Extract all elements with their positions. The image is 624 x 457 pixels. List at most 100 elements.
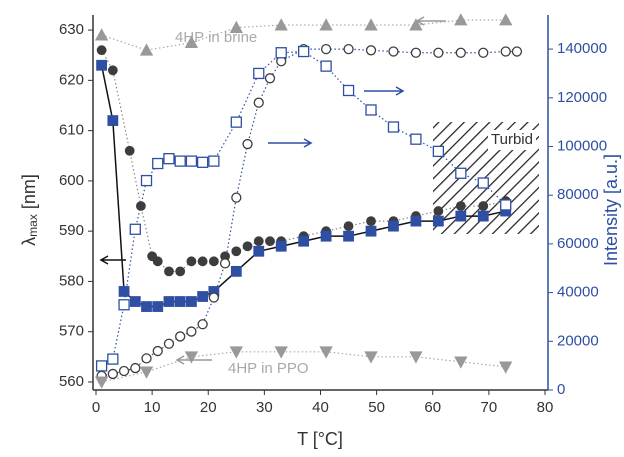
- point: [118, 286, 130, 297]
- annotation: Turbid: [491, 131, 533, 148]
- point: [320, 43, 332, 55]
- point: [107, 368, 118, 380]
- point: [455, 201, 466, 211]
- point: [365, 45, 377, 56]
- y2-axis-label: Intensity [a.u.]: [601, 154, 621, 266]
- point: [499, 361, 513, 374]
- point: [135, 201, 146, 211]
- point: [298, 45, 310, 58]
- point: [118, 299, 130, 311]
- point: [478, 201, 489, 211]
- point: [231, 192, 242, 203]
- x-tick-label: 60: [424, 399, 441, 416]
- point: [96, 45, 107, 56]
- y2-tick-label: 0: [557, 381, 565, 398]
- x-tick-label: 80: [537, 399, 554, 416]
- point: [343, 221, 354, 232]
- point: [186, 326, 197, 337]
- point: [163, 153, 175, 165]
- point: [152, 345, 163, 357]
- point: [152, 157, 164, 170]
- point: [231, 246, 242, 257]
- y-tick-label: 580: [59, 272, 84, 289]
- y2-tick-label: 100000: [557, 137, 607, 154]
- point: [343, 230, 354, 242]
- point: [342, 84, 355, 97]
- point: [511, 46, 523, 57]
- point: [229, 346, 243, 359]
- point: [455, 47, 466, 58]
- point: [139, 43, 154, 56]
- annotation: 4HP in PPO: [228, 360, 309, 377]
- point: [265, 236, 275, 247]
- point: [118, 365, 130, 377]
- x-tick-label: 10: [144, 399, 161, 416]
- point: [499, 13, 513, 26]
- x-tick-label: 20: [200, 399, 217, 416]
- point: [410, 47, 422, 58]
- point: [365, 225, 377, 237]
- y2-tick-label: 140000: [557, 40, 607, 57]
- point: [175, 331, 186, 342]
- point: [163, 296, 175, 307]
- point: [264, 73, 276, 84]
- point: [229, 20, 243, 33]
- point: [130, 362, 141, 374]
- point: [230, 116, 242, 128]
- point: [365, 104, 377, 116]
- point: [454, 13, 468, 26]
- point: [197, 256, 208, 267]
- point: [164, 266, 174, 277]
- point: [186, 256, 197, 267]
- point: [433, 206, 444, 216]
- y-label-sub: max: [26, 214, 40, 237]
- point: [388, 220, 399, 232]
- point: [387, 121, 400, 133]
- point: [96, 59, 108, 71]
- point: [320, 230, 332, 242]
- x-tick-label: 30: [256, 399, 273, 416]
- y2-tick-label: 120000: [557, 89, 607, 106]
- point: [409, 18, 423, 31]
- point: [129, 223, 141, 235]
- series-line: [101, 351, 506, 383]
- point: [433, 47, 444, 58]
- point: [174, 155, 186, 167]
- y-tick-label: 620: [59, 71, 84, 88]
- point: [455, 210, 467, 222]
- point: [141, 301, 152, 312]
- point: [186, 296, 197, 307]
- point: [184, 351, 199, 364]
- y-tick-label: 600: [59, 172, 84, 189]
- y2-tick-label: 60000: [557, 235, 599, 252]
- x-tick-label: 0: [92, 399, 100, 416]
- point: [319, 346, 333, 359]
- y-tick-label: 630: [59, 21, 84, 38]
- point: [208, 155, 220, 167]
- point: [477, 210, 489, 222]
- point: [409, 351, 423, 364]
- y-tick-label: 570: [59, 323, 84, 340]
- point: [455, 167, 467, 179]
- point: [319, 18, 333, 31]
- point: [454, 356, 468, 369]
- point: [364, 18, 378, 31]
- point: [253, 67, 265, 80]
- point: [140, 174, 153, 187]
- y-label-unit: [nm]: [19, 174, 39, 214]
- point: [230, 265, 242, 277]
- point: [500, 46, 511, 57]
- point: [107, 115, 119, 126]
- point: [163, 338, 175, 349]
- point: [208, 292, 220, 303]
- point: [253, 236, 264, 247]
- series-line: [101, 48, 517, 377]
- point: [107, 353, 119, 365]
- point: [242, 241, 253, 252]
- point: [320, 60, 332, 72]
- y-axis-label: λmax [nm]: [19, 174, 40, 246]
- point: [141, 353, 152, 364]
- y-label-symbol: λ: [19, 237, 39, 246]
- point: [500, 199, 512, 211]
